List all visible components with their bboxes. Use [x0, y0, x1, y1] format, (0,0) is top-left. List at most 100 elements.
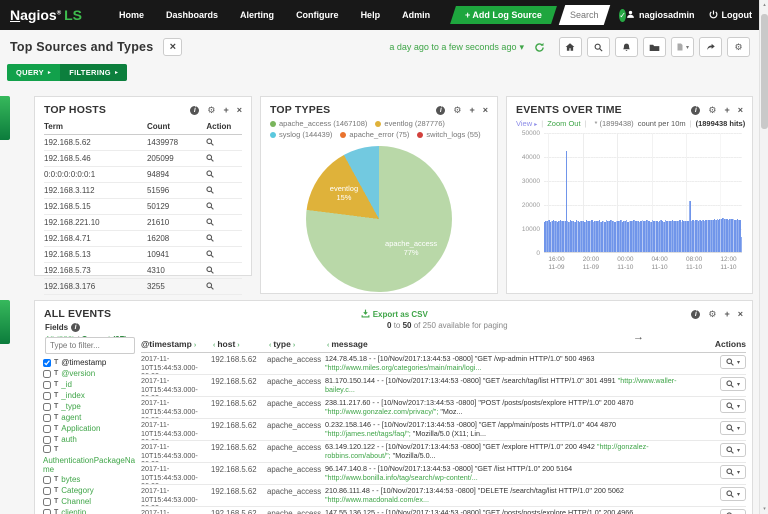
legend-item-apache_access[interactable]: apache_access (1467108)	[270, 119, 367, 128]
view-menu[interactable]: View ▸	[516, 119, 538, 128]
histogram-bar[interactable]	[722, 218, 724, 252]
panel-close-icon[interactable]: ×	[737, 105, 743, 115]
nav-item-configure[interactable]: Configure	[296, 10, 339, 20]
field-toggle-category[interactable]: T Category	[43, 485, 141, 496]
histogram-bar[interactable]	[670, 220, 672, 252]
histogram-bar[interactable]	[702, 220, 704, 252]
histogram-bar[interactable]	[581, 221, 583, 252]
nav-item-help[interactable]: Help	[360, 10, 381, 20]
histogram-bar[interactable]	[624, 221, 626, 252]
fields-info-icon[interactable]: i	[71, 323, 81, 332]
histogram-bar[interactable]	[544, 221, 546, 252]
histogram-bar[interactable]	[650, 221, 652, 252]
add-log-source-button[interactable]: + Add Log Source	[450, 6, 557, 24]
histogram-bar[interactable]	[559, 220, 562, 252]
histogram-bar[interactable]	[556, 222, 559, 252]
histogram-bar[interactable]	[568, 221, 570, 252]
histogram-bar[interactable]	[555, 220, 557, 252]
field-checkbox[interactable]	[43, 508, 51, 514]
histogram-bar[interactable]	[627, 221, 629, 252]
host-search-action[interactable]	[206, 182, 242, 199]
histogram-bar[interactable]	[644, 221, 647, 252]
histogram-bar[interactable]	[703, 220, 705, 252]
row-collapse-tab[interactable]	[0, 96, 10, 140]
panel-info-icon[interactable]: i	[691, 105, 701, 115]
histogram-bar[interactable]	[595, 220, 598, 252]
dashboard-configure-button[interactable]: ×	[163, 38, 183, 56]
event-search-button[interactable]: ▾	[719, 355, 746, 369]
field-filter-input[interactable]	[45, 337, 135, 354]
histogram-bar[interactable]	[715, 219, 717, 252]
histogram-bar[interactable]	[584, 221, 586, 252]
histogram-bar[interactable]	[713, 219, 716, 252]
histogram-bar[interactable]	[601, 220, 603, 252]
column-header-timestamp[interactable]: @timestamp ›	[141, 339, 197, 349]
histogram-bar[interactable]	[594, 220, 596, 252]
histogram-bar[interactable]	[638, 221, 641, 252]
panel-move-icon[interactable]: +	[724, 105, 730, 115]
panel-close-icon[interactable]: ×	[737, 309, 743, 319]
field-checkbox[interactable]	[43, 435, 51, 444]
histogram-bar[interactable]	[617, 221, 619, 252]
histogram-bar[interactable]	[633, 220, 635, 252]
histogram-bar[interactable]	[565, 150, 567, 252]
histogram-bar[interactable]	[640, 220, 642, 252]
field-toggle-authenticationpackagename[interactable]: T AuthenticationPackageName	[43, 445, 141, 474]
event-search-button[interactable]: ▾	[719, 443, 746, 457]
histogram-bar[interactable]	[682, 220, 684, 252]
histogram-bar[interactable]	[628, 220, 631, 252]
field-toggle-version[interactable]: T @version	[43, 368, 141, 379]
histogram-bar[interactable]	[582, 220, 585, 252]
nav-item-home[interactable]: Home	[119, 10, 145, 20]
histogram-bar[interactable]	[692, 220, 694, 252]
event-search-button[interactable]: ▾	[719, 377, 746, 391]
histogram-bar[interactable]	[641, 220, 644, 252]
histogram-bar[interactable]	[574, 221, 576, 252]
histogram-bar[interactable]	[709, 220, 711, 252]
histogram-bar[interactable]	[720, 219, 723, 252]
histogram-bar[interactable]	[618, 220, 621, 252]
histogram-bar[interactable]	[690, 220, 693, 252]
histogram-bar[interactable]	[597, 221, 599, 252]
histogram-bar[interactable]	[653, 220, 655, 252]
histogram-bar[interactable]	[588, 220, 590, 252]
histogram-bar[interactable]	[590, 221, 592, 252]
scroll-down-arrow[interactable]: ▾	[763, 506, 766, 512]
histogram-bar[interactable]	[572, 220, 575, 252]
histogram-bar[interactable]	[664, 220, 667, 252]
histogram-bar[interactable]	[548, 220, 550, 252]
host-search-action[interactable]	[206, 214, 242, 231]
filtering-toggle-button[interactable]: FILTERING ▸	[60, 64, 128, 81]
event-search-button[interactable]: ▾	[719, 487, 746, 501]
host-search-action[interactable]	[206, 230, 242, 247]
histogram-bar[interactable]	[733, 219, 736, 252]
histogram-bar[interactable]	[608, 221, 611, 252]
histogram-bar[interactable]	[728, 219, 730, 252]
histogram-bar[interactable]	[554, 221, 556, 252]
histogram-bar[interactable]	[686, 220, 688, 252]
histogram-bar[interactable]	[567, 221, 569, 252]
zoom-out-button[interactable]: Zoom Out	[547, 119, 581, 128]
histogram-bar[interactable]	[725, 219, 727, 252]
column-header-term[interactable]: Term	[44, 120, 147, 135]
histogram-bar[interactable]	[643, 221, 645, 252]
histogram-bar[interactable]	[723, 218, 726, 252]
histogram-bar[interactable]	[577, 220, 579, 252]
host-search-action[interactable]	[206, 134, 242, 151]
histogram-bar[interactable]	[700, 220, 703, 252]
field-toggle-channel[interactable]: T Channel	[43, 496, 141, 507]
dashboard-settings-button[interactable]: ⚙	[727, 37, 750, 57]
field-checkbox[interactable]	[43, 358, 51, 367]
event-row[interactable]: 2017-11-10T15:44:53.000-06:00 192.168.5.6…	[141, 463, 746, 485]
histogram-bar[interactable]	[679, 220, 681, 252]
histogram-bar[interactable]	[631, 221, 634, 252]
search-logs-input[interactable]	[562, 10, 608, 20]
histogram-bar[interactable]	[620, 220, 622, 252]
panel-close-icon[interactable]: ×	[236, 105, 242, 115]
histogram-bar[interactable]	[630, 221, 632, 252]
column-header-count[interactable]: Count	[146, 120, 207, 135]
histogram-bar[interactable]	[719, 218, 721, 252]
histogram-bar[interactable]	[684, 221, 687, 252]
histogram-bar[interactable]	[657, 221, 659, 252]
